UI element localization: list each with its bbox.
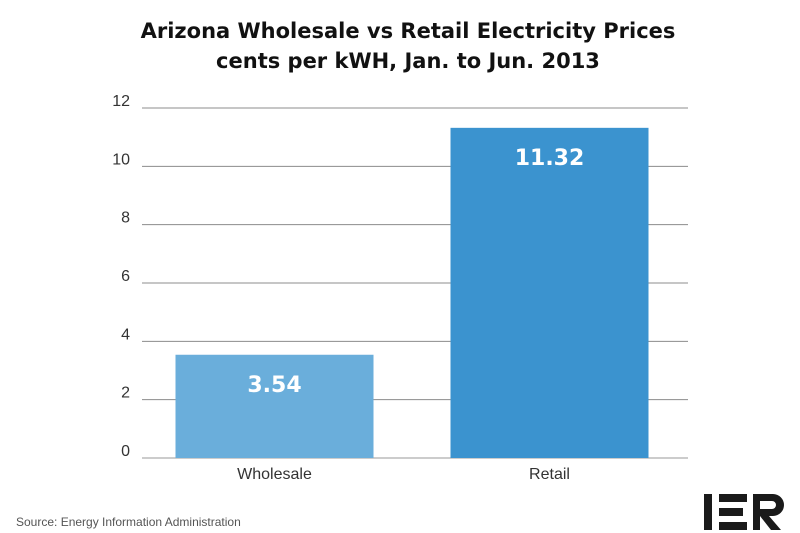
logo-i-bar [704,494,712,530]
data-label: 11.32 [515,146,585,171]
logo-r-letter [753,494,784,530]
bar-wholesale [175,354,374,458]
y-tick-label: 10 [112,151,130,168]
data-labels: 3.54 11.32 [247,146,584,398]
x-axis-categories: Wholesale Retail [237,466,570,483]
logo-e-middle [719,508,743,516]
bar-retail [450,127,649,458]
bars [175,127,649,458]
y-tick-label: 0 [121,443,130,460]
y-tick-label: 2 [121,385,130,402]
chart-subtitle: cents per kWH, Jan. to Jun. 2013 [216,49,600,73]
y-tick-label: 12 [112,93,130,110]
ier-logo [704,494,784,530]
logo-e-bottom [719,522,747,530]
x-category-label: Wholesale [237,466,312,483]
y-tick-label: 8 [121,210,130,227]
y-tick-label: 4 [121,326,130,343]
y-axis-ticks: 0 2 4 6 8 10 12 [112,93,130,460]
y-tick-label: 6 [121,268,130,285]
source-note: Source: Energy Information Administratio… [16,515,241,529]
logo-e-top [719,494,747,502]
x-category-label: Retail [529,466,570,483]
data-label: 3.54 [247,373,301,398]
chart-title: Arizona Wholesale vs Retail Electricity … [141,19,676,43]
